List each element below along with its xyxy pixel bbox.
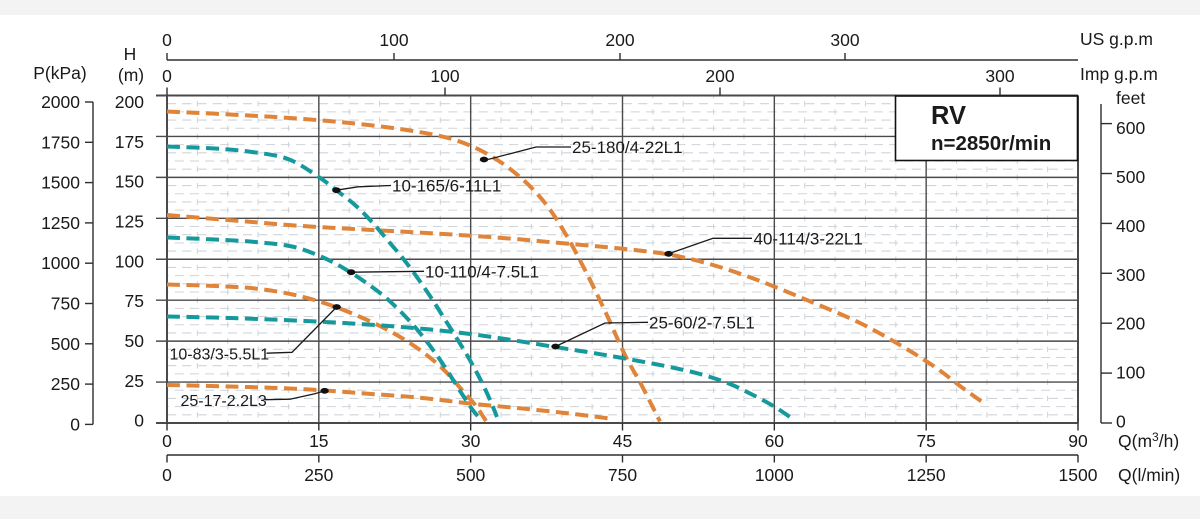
svg-text:25-17-2.2L3: 25-17-2.2L3 [181,393,267,410]
svg-text:10-83/3-5.5L1: 10-83/3-5.5L1 [170,346,270,363]
svg-text:100: 100 [1116,363,1145,383]
svg-text:0: 0 [70,414,80,434]
svg-text:100: 100 [115,251,144,271]
svg-text:0: 0 [1116,412,1126,432]
svg-text:250: 250 [304,465,333,485]
svg-text:40-114/3-22L1: 40-114/3-22L1 [754,229,863,248]
svg-text:10-165/6-11L1: 10-165/6-11L1 [392,176,501,195]
svg-text:200: 200 [1116,314,1145,334]
svg-text:300: 300 [830,30,859,50]
svg-text:90: 90 [1068,431,1088,451]
svg-text:0: 0 [134,411,144,431]
svg-text:P(kPa): P(kPa) [33,63,86,83]
svg-text:Q(m3/h): Q(m3/h) [1118,430,1179,451]
svg-text:0: 0 [162,30,172,50]
svg-text:H: H [124,44,137,64]
svg-text:75: 75 [916,431,935,451]
svg-text:1250: 1250 [907,465,946,485]
svg-text:200: 200 [705,66,734,86]
svg-text:feet: feet [1116,88,1145,108]
svg-text:300: 300 [1116,265,1145,285]
svg-text:25: 25 [125,371,144,391]
svg-text:RV: RV [931,102,966,130]
svg-text:1750: 1750 [41,132,80,152]
svg-text:750: 750 [608,465,637,485]
svg-text:2000: 2000 [41,92,80,112]
svg-text:(m): (m) [118,65,144,85]
svg-text:1000: 1000 [755,465,794,485]
svg-text:1250: 1250 [41,213,80,233]
svg-text:200: 200 [605,30,634,50]
svg-text:75: 75 [125,291,144,311]
svg-text:400: 400 [1116,216,1145,236]
svg-text:10-110/4-7.5L1: 10-110/4-7.5L1 [425,262,539,281]
svg-text:US g.p.m: US g.p.m [1080,29,1153,49]
svg-text:0: 0 [162,66,172,86]
svg-text:60: 60 [765,431,785,451]
svg-text:125: 125 [115,212,144,232]
svg-text:500: 500 [1116,167,1145,187]
svg-text:100: 100 [430,66,459,86]
svg-text:500: 500 [456,465,485,485]
svg-text:1000: 1000 [41,253,80,273]
svg-text:1500: 1500 [41,173,80,193]
svg-text:150: 150 [115,172,144,192]
svg-text:200: 200 [115,92,144,112]
svg-text:25-60/2-7.5L1: 25-60/2-7.5L1 [649,313,755,332]
svg-text:0: 0 [162,465,172,485]
svg-text:n=2850r/min: n=2850r/min [931,132,1051,155]
svg-text:15: 15 [309,431,328,451]
svg-text:50: 50 [125,331,145,351]
svg-text:Q(l/min): Q(l/min) [1118,465,1180,485]
svg-text:750: 750 [51,294,80,314]
svg-text:600: 600 [1116,118,1145,138]
svg-text:0: 0 [162,431,172,451]
svg-text:250: 250 [51,374,80,394]
svg-text:100: 100 [379,30,408,50]
svg-text:Imp g.p.m: Imp g.p.m [1080,64,1158,84]
svg-text:300: 300 [985,66,1014,86]
svg-text:175: 175 [115,132,144,152]
svg-text:25-180/4-22L1: 25-180/4-22L1 [572,138,683,157]
svg-text:30: 30 [461,431,481,451]
svg-text:1500: 1500 [1059,465,1098,485]
svg-text:45: 45 [613,431,632,451]
svg-text:500: 500 [51,334,80,354]
